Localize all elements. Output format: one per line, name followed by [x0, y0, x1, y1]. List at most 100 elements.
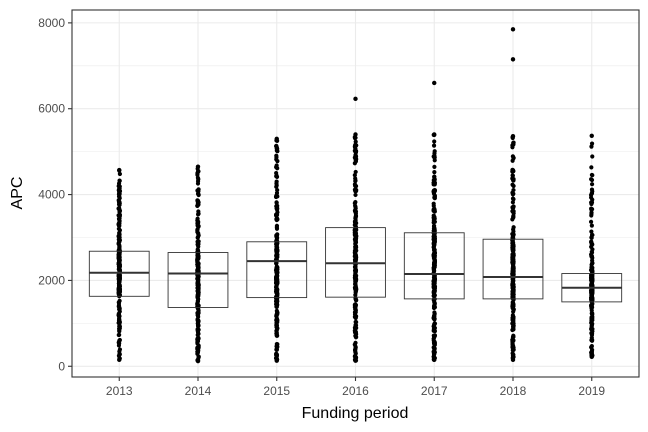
- data-point-extreme: [195, 164, 201, 169]
- data-point: [589, 165, 594, 170]
- data-point: [116, 343, 122, 348]
- data-point: [510, 176, 515, 181]
- data-point: [352, 250, 357, 255]
- data-point: [274, 170, 279, 176]
- data-point: [353, 184, 358, 189]
- data-point: [510, 173, 515, 178]
- data-point: [195, 312, 200, 317]
- data-point: [432, 276, 437, 281]
- data-point: [432, 289, 437, 294]
- data-point: [274, 261, 279, 266]
- data-point: [431, 285, 436, 290]
- data-point: [274, 323, 279, 328]
- data-point: [117, 309, 122, 314]
- data-point: [432, 177, 437, 182]
- data-point: [274, 352, 280, 357]
- data-point: [431, 327, 436, 332]
- data-point: [117, 284, 122, 289]
- data-point: [431, 201, 436, 206]
- data-point: [195, 198, 201, 203]
- data-point: [274, 347, 279, 352]
- data-point: [117, 171, 122, 177]
- data-point: [353, 345, 358, 350]
- data-point: [352, 201, 357, 206]
- data-point: [195, 216, 200, 221]
- data-point: [352, 302, 357, 308]
- data-point: [431, 220, 436, 225]
- data-point: [274, 275, 280, 280]
- data-point: [196, 265, 201, 271]
- data-point: [511, 204, 516, 209]
- data-points: [116, 27, 595, 364]
- data-point: [589, 177, 594, 182]
- data-point: [117, 292, 122, 297]
- data-point: [590, 242, 595, 247]
- data-point: [116, 262, 121, 267]
- data-point: [354, 255, 359, 260]
- data-point: [274, 174, 279, 179]
- data-point: [510, 217, 515, 222]
- data-point: [274, 237, 279, 242]
- data-point-extreme: [274, 358, 279, 363]
- data-point: [590, 337, 595, 342]
- data-point: [589, 303, 594, 308]
- data-point-extreme: [432, 132, 437, 137]
- data-point: [275, 291, 280, 296]
- data-point: [274, 318, 279, 323]
- data-point: [117, 212, 123, 218]
- data-point: [274, 212, 280, 218]
- data-point: [510, 196, 516, 201]
- data-point: [510, 341, 515, 346]
- y-tick-label: 2000: [38, 273, 65, 287]
- data-point: [353, 220, 358, 225]
- data-point: [353, 265, 358, 270]
- data-point: [511, 259, 516, 264]
- data-point: [274, 268, 280, 273]
- data-point: [353, 204, 358, 210]
- data-point: [510, 313, 515, 318]
- data-point: [353, 244, 358, 249]
- data-point: [590, 347, 595, 352]
- data-point: [274, 283, 279, 288]
- y-tick-label: 8000: [38, 16, 65, 30]
- data-point: [274, 296, 279, 301]
- y-tick-label: 4000: [38, 188, 65, 202]
- data-point: [432, 188, 437, 193]
- data-point: [510, 233, 516, 239]
- data-point: [117, 298, 122, 304]
- data-point: [353, 310, 358, 315]
- outlier-point: [432, 80, 437, 86]
- data-point: [196, 286, 201, 291]
- data-point-extreme: [353, 132, 358, 137]
- data-point: [589, 298, 595, 304]
- data-point: [432, 215, 437, 220]
- data-point: [196, 297, 201, 302]
- data-point: [274, 200, 279, 205]
- data-point: [432, 223, 437, 228]
- data-point: [431, 154, 436, 159]
- x-axis-title: Funding period: [302, 405, 409, 422]
- data-point: [432, 317, 437, 322]
- data-point: [589, 326, 594, 331]
- x-tick-label: 2015: [263, 384, 290, 398]
- data-point: [431, 143, 437, 148]
- data-point: [195, 257, 200, 263]
- data-point: [275, 326, 280, 331]
- data-point: [274, 153, 279, 158]
- data-point: [196, 354, 201, 359]
- data-point: [352, 172, 357, 178]
- data-point: [116, 202, 122, 207]
- data-point: [352, 136, 358, 141]
- data-point: [275, 166, 280, 171]
- data-point: [116, 226, 121, 231]
- data-point: [117, 216, 122, 221]
- data-point: [196, 192, 201, 198]
- data-point: [510, 291, 515, 296]
- data-point: [117, 194, 122, 199]
- y-axis-ticks: 0 2000 4000 6000 8000: [38, 16, 72, 373]
- data-point: [196, 209, 201, 214]
- data-point-extreme: [510, 357, 516, 363]
- data-point: [511, 187, 516, 193]
- data-point: [196, 232, 201, 237]
- data-point: [354, 287, 359, 292]
